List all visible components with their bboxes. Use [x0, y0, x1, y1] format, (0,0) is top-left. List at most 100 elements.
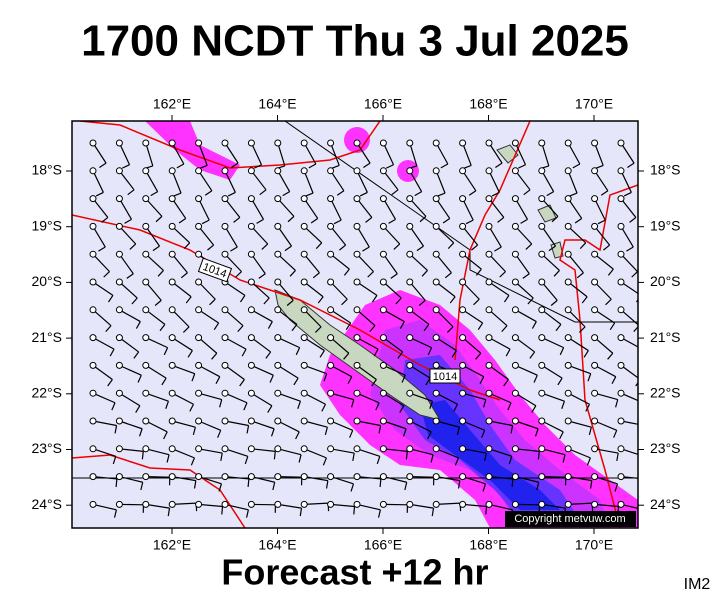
barb-station [142, 445, 150, 453]
barb-station [432, 361, 440, 369]
barb-station [538, 389, 546, 397]
barb-station [617, 500, 625, 508]
barb-station [327, 306, 335, 314]
barb-staff [462, 142, 472, 166]
barb-station [247, 417, 255, 425]
barb-station [89, 334, 97, 342]
barb-staff [436, 420, 460, 428]
barb-feather [155, 215, 163, 223]
barb-feather [352, 452, 355, 462]
barb-station [485, 417, 493, 425]
barb-station [327, 334, 335, 342]
barb-staff [277, 476, 302, 478]
barb-feather [112, 456, 117, 465]
barb-feather [505, 348, 511, 357]
barb-station [327, 500, 335, 508]
barb-station [142, 195, 150, 203]
barb-station [591, 250, 599, 258]
barb-staff [277, 309, 298, 325]
barb-staff [594, 309, 615, 324]
barb-station [538, 306, 546, 314]
isobar-label-text: 1014 [433, 371, 457, 383]
barb-staff [541, 364, 563, 379]
barb-station [617, 334, 625, 342]
barb-station [327, 278, 335, 286]
barb-staff [118, 281, 138, 299]
barb-staff [145, 198, 163, 217]
barb-staff [594, 392, 618, 401]
lat-label: 18°S [650, 162, 681, 178]
barb-feather [272, 482, 276, 491]
barb-station [379, 167, 387, 175]
barb-staff [145, 142, 154, 167]
barb-staff [330, 476, 354, 485]
barb-staff [567, 309, 586, 328]
barb-station [274, 167, 282, 175]
barb-feather [627, 162, 635, 168]
barb-staff [568, 502, 593, 505]
barb-staff [277, 281, 294, 301]
barb-staff [251, 448, 276, 453]
barb-staff [171, 198, 187, 219]
barb-feather [641, 456, 644, 464]
barb-station [617, 361, 625, 369]
barb-feather [265, 351, 272, 359]
barb-feather [107, 295, 114, 303]
barb-station [511, 167, 519, 175]
barb-feather [165, 400, 169, 409]
lon-label: 162°E [153, 96, 191, 112]
barb-station [406, 445, 414, 453]
barb-feather [193, 480, 197, 489]
barb-staff [383, 364, 406, 376]
lat-label: 24°S [650, 496, 681, 512]
barb-station [406, 306, 414, 314]
barb-staff [594, 226, 611, 246]
barb-staff [277, 170, 291, 192]
barb-station [617, 222, 625, 230]
barb-staff [620, 420, 638, 425]
barb-feather [559, 431, 564, 440]
barb-station [142, 250, 150, 258]
barb-station [247, 473, 255, 481]
barb-feather [495, 162, 503, 168]
barb-feather [359, 191, 368, 197]
barb-feather [167, 508, 171, 517]
barb-station [142, 278, 150, 286]
barb-staff [171, 170, 182, 194]
barb-staff [171, 309, 190, 328]
copyright: Copyright metvuw.com [514, 513, 625, 525]
barb-staff [462, 448, 487, 454]
barb-feather [182, 326, 190, 333]
barb-station [353, 417, 361, 425]
barb-staff [250, 281, 270, 299]
barb-feather [192, 426, 196, 436]
barb-feather [95, 191, 104, 197]
barb-station [274, 278, 282, 286]
barb-station [406, 139, 414, 147]
barb-staff [250, 142, 263, 166]
barb-station [300, 500, 308, 508]
barb-staff [303, 309, 322, 328]
barb-feather [537, 451, 540, 460]
barb-station [353, 389, 361, 397]
barb-feather [308, 163, 317, 169]
barb-feather [615, 399, 619, 408]
barb-station [459, 445, 467, 453]
barb-staff [277, 226, 293, 247]
barb-station [353, 306, 361, 314]
barb-feather [159, 323, 166, 332]
barb-station [327, 167, 335, 175]
barb-staff [594, 281, 612, 300]
barb-staff [541, 170, 555, 192]
barb-staff [145, 448, 170, 456]
barb-staff [92, 253, 110, 273]
barb-station [379, 473, 387, 481]
barb-staff [303, 142, 317, 165]
barb-station [247, 222, 255, 230]
isobar [72, 454, 246, 528]
barb-station [115, 445, 123, 453]
barb-feather [126, 273, 134, 279]
barb-feather [631, 271, 638, 278]
barb-staff [514, 170, 531, 191]
barb-staff [224, 198, 241, 218]
